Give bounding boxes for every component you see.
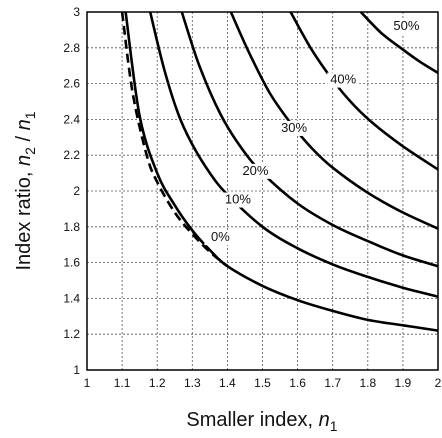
curve-label-background [239,163,272,179]
curve-label: 50% [393,18,419,33]
x-tick-label: 1.9 [395,376,412,390]
y-tick-labels: 1 1.2 1.4 1.6 1.8 2 2.2 2.4 2.6 2.8 3 [63,5,80,377]
curve-label-background [204,230,237,246]
curve-10-percent [148,11,439,298]
curve-0-percent [124,11,439,332]
curves-layer [120,11,439,332]
curve-dashed [120,11,229,268]
curve-30-percent [229,11,439,230]
x-tick-labels: 1 1.1 1.2 1.3 1.4 1.5 1.6 1.7 1.8 1.9 2 [84,376,442,390]
x-tick-label: 1 [84,376,91,390]
curve-label-background [327,72,360,88]
curve-labels-layer: 0% 10% 20% 30% 40% 50% [204,18,423,246]
y-tick-label: 1.8 [63,220,80,234]
x-tick-label: 1.1 [114,376,131,390]
x-tick-label: 1.4 [219,376,236,390]
y-tick-label: 2.8 [63,41,80,55]
y-tick-label: 3 [73,5,80,19]
x-tick-label: 1.5 [254,376,271,390]
x-tick-label: 1.2 [149,376,166,390]
curve-50-percent [359,11,439,75]
curve-20-percent [180,11,439,268]
curve-label-background [390,18,423,34]
curve-label: 10% [225,192,251,207]
x-tick-label: 1.3 [184,376,201,390]
grid-layer [86,11,439,371]
curve-40-percent [289,11,439,171]
y-tick-label: 1.4 [63,291,80,305]
y-axis-title: Index ratio, n2 / n1 [13,111,38,270]
curve-label: 30% [281,120,307,135]
x-axis-title: Smaller index, n1 [186,409,337,434]
y-tick-label: 2 [73,184,80,198]
x-tick-label: 2 [435,376,442,390]
x-tick-label: 1.6 [289,376,306,390]
curve-label: 0% [211,229,230,244]
y-tick-label: 2.4 [63,112,80,126]
x-tick-label: 1.8 [359,376,376,390]
curve-label: 20% [242,163,268,178]
curve-label-background [221,192,254,208]
x-tick-label: 1.7 [324,376,341,390]
y-tick-label: 1 [73,363,80,377]
y-tick-label: 1.2 [63,327,80,341]
y-tick-label: 2.6 [63,77,80,91]
curve-label: 40% [330,72,356,87]
y-tick-label: 2.2 [63,148,80,162]
curve-label-background [278,120,311,136]
plot-frame [86,11,439,371]
y-tick-label: 1.6 [63,256,80,270]
